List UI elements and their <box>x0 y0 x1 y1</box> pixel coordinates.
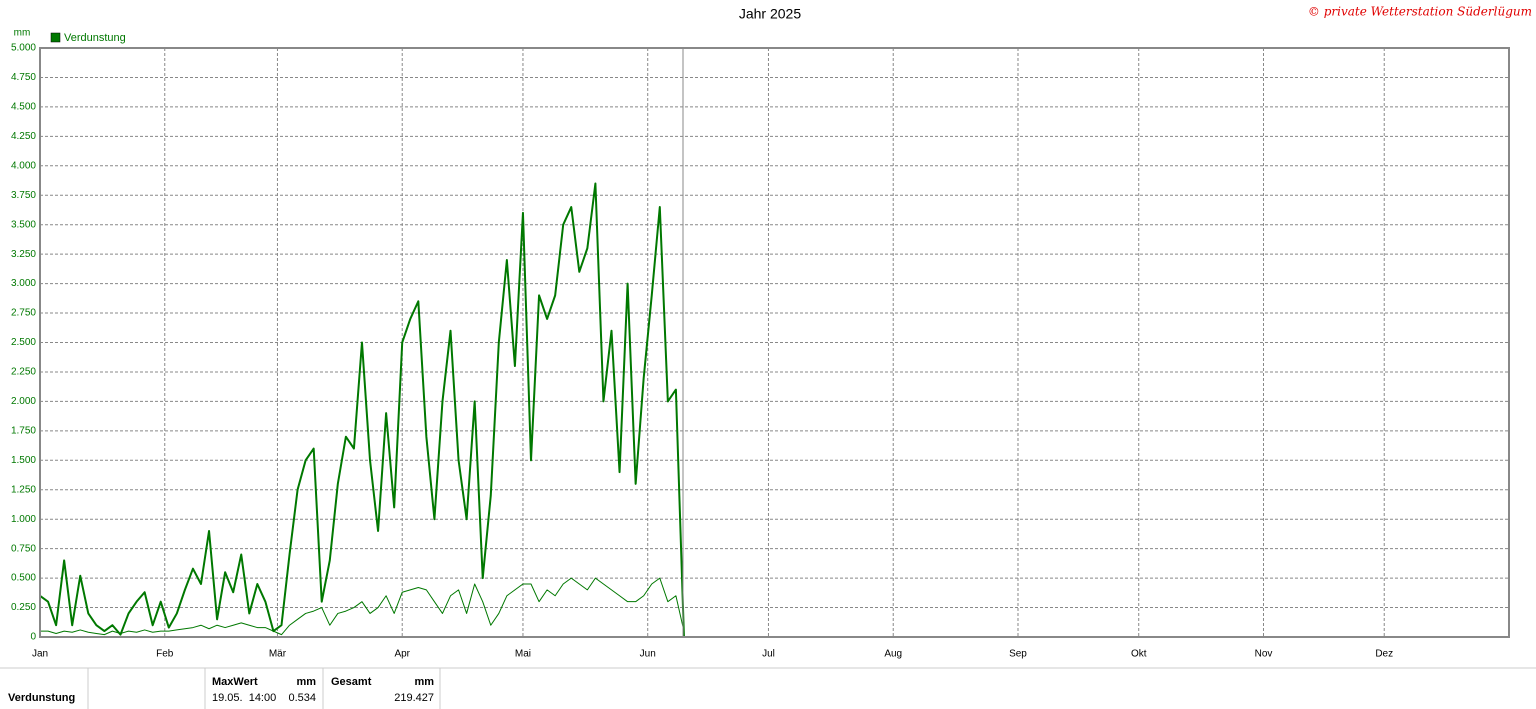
y-tick-label: 0.250 <box>11 602 36 613</box>
y-tick-label: 1.750 <box>11 425 36 436</box>
y-tick-label: 2.500 <box>11 337 36 348</box>
table-unit: mm <box>414 676 434 688</box>
y-tick-label: 1.000 <box>11 514 36 525</box>
y-tick-label: 1.500 <box>11 455 36 466</box>
y-tick-label: 4.250 <box>11 131 36 142</box>
x-tick-label: Nov <box>1255 649 1273 660</box>
y-tick-label: 2.250 <box>11 367 36 378</box>
line <box>40 577 685 636</box>
y-tick-label: 3.500 <box>11 219 36 230</box>
chart-title: Jahr 2025 <box>739 6 801 22</box>
legend-swatch <box>50 32 61 43</box>
y-tick-label: 0.750 <box>11 543 36 554</box>
line <box>39 182 685 638</box>
y-tick-label: 4.000 <box>11 160 36 171</box>
x-tick-label: Jan <box>32 649 48 660</box>
y-tick-label: 3.000 <box>11 278 36 289</box>
x-tick-label: Mai <box>515 649 531 660</box>
y-tick-label: 1.250 <box>11 484 36 495</box>
y-unit: mm <box>14 28 31 39</box>
y-tick-label: 0 <box>30 632 36 643</box>
x-tick-label: Jul <box>762 649 775 660</box>
table-unit: mm <box>296 676 316 688</box>
x-tick-label: Mär <box>269 649 287 660</box>
table-cell: 219.427 <box>394 692 434 704</box>
x-tick-label: Feb <box>156 649 174 660</box>
table-cell: 19.05. 14:00 <box>212 692 276 704</box>
x-tick-label: Apr <box>394 649 410 660</box>
table-cell: 0.534 <box>288 692 316 704</box>
x-tick-label: Okt <box>1131 649 1147 660</box>
y-tick-label: 2.750 <box>11 308 36 319</box>
table-header: Gesamt <box>331 676 372 688</box>
plot-frame <box>39 47 1510 638</box>
x-tick-label: Aug <box>884 649 902 660</box>
y-tick-label: 2.000 <box>11 396 36 407</box>
x-tick-label: Dez <box>1375 649 1393 660</box>
y-tick-label: 0.500 <box>11 573 36 584</box>
y-tick-label: 4.500 <box>11 102 36 113</box>
table-row-label: Verdunstung <box>8 692 75 704</box>
y-tick-label: 3.250 <box>11 249 36 260</box>
y-tick-label: 4.750 <box>11 72 36 83</box>
table-header: MaxWert <box>212 676 258 688</box>
y-tick-label: 5.000 <box>11 43 36 54</box>
y-tick-label: 3.750 <box>11 190 36 201</box>
copyright: © private Wetterstation Süderlügum <box>1308 5 1532 19</box>
legend-label: Verdunstung <box>64 32 126 44</box>
x-tick-label: Jun <box>640 649 656 660</box>
x-tick-label: Sep <box>1009 649 1027 660</box>
